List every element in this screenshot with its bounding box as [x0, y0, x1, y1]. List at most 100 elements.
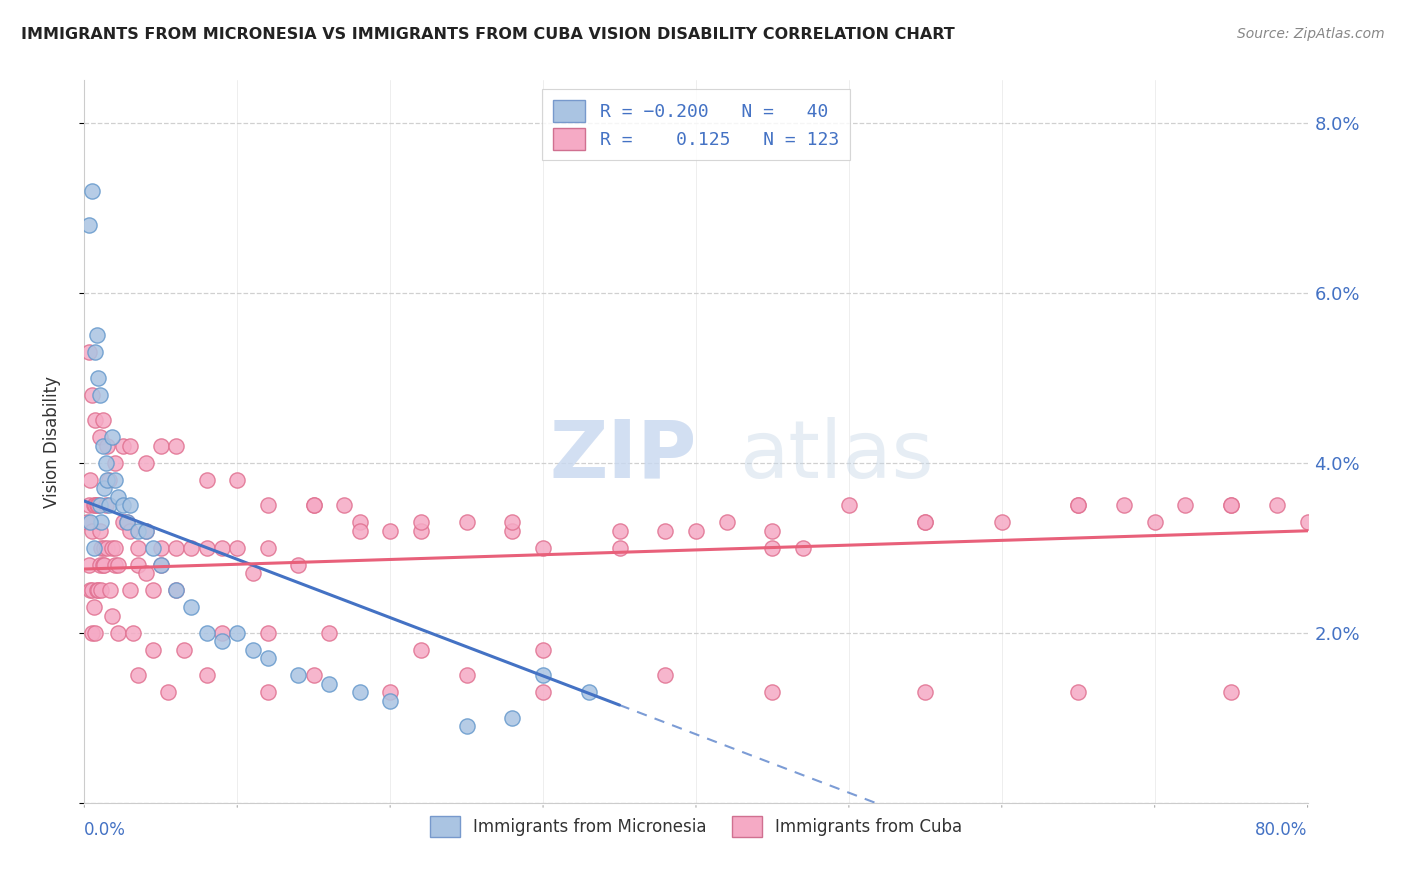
Point	[502, 516, 524, 530]
Point	[380, 694, 402, 708]
Point	[135, 524, 157, 538]
Point	[195, 625, 218, 640]
Point	[211, 541, 233, 555]
Point	[195, 473, 218, 487]
Point	[96, 473, 118, 487]
Point	[120, 524, 142, 538]
Point	[107, 625, 129, 640]
Point	[135, 456, 157, 470]
Point	[93, 481, 115, 495]
Point	[1220, 498, 1243, 512]
Point	[226, 473, 249, 487]
Point	[165, 439, 187, 453]
Point	[98, 583, 121, 598]
Point	[94, 456, 117, 470]
Point	[456, 668, 478, 682]
Point	[127, 558, 149, 572]
Point	[195, 668, 218, 682]
Point	[1067, 498, 1090, 512]
Point	[80, 625, 103, 640]
Point	[654, 524, 676, 538]
Point	[79, 516, 101, 530]
Point	[83, 600, 105, 615]
Point	[90, 516, 112, 530]
Point	[287, 668, 309, 682]
Point	[1265, 498, 1288, 512]
Point	[211, 625, 233, 640]
Point	[96, 439, 118, 453]
Point	[107, 490, 129, 504]
Point	[257, 498, 280, 512]
Point	[104, 541, 127, 555]
Point	[226, 541, 249, 555]
Point	[84, 625, 107, 640]
Point	[502, 711, 524, 725]
Point	[1174, 498, 1197, 512]
Point	[578, 685, 600, 699]
Point	[609, 524, 631, 538]
Point	[90, 541, 112, 555]
Point	[84, 345, 107, 359]
Point	[89, 498, 111, 512]
Point	[531, 541, 554, 555]
Point	[127, 668, 149, 682]
Point	[409, 524, 432, 538]
Point	[89, 388, 111, 402]
Point	[94, 498, 117, 512]
Point	[1220, 685, 1243, 699]
Point	[127, 541, 149, 555]
Point	[104, 558, 127, 572]
Point	[609, 541, 631, 555]
Point	[89, 558, 111, 572]
Point	[79, 583, 101, 598]
Point	[135, 566, 157, 581]
Point	[226, 625, 249, 640]
Point	[173, 642, 195, 657]
Point	[87, 371, 110, 385]
Point	[685, 524, 707, 538]
Text: ZIP: ZIP	[550, 417, 696, 495]
Point	[91, 558, 114, 572]
Point	[77, 345, 100, 359]
Point	[165, 583, 187, 598]
Point	[115, 516, 138, 530]
Point	[195, 541, 218, 555]
Point	[1067, 498, 1090, 512]
Point	[257, 685, 280, 699]
Point	[120, 439, 142, 453]
Point	[333, 498, 356, 512]
Point	[104, 473, 127, 487]
Point	[83, 498, 105, 512]
Point	[104, 456, 127, 470]
Point	[142, 642, 165, 657]
Point	[135, 524, 157, 538]
Point	[101, 541, 124, 555]
Point	[142, 583, 165, 598]
Point	[149, 558, 172, 572]
Point	[115, 516, 138, 530]
Point	[77, 558, 100, 572]
Text: Source: ZipAtlas.com: Source: ZipAtlas.com	[1237, 27, 1385, 41]
Point	[456, 719, 478, 733]
Point	[111, 498, 134, 512]
Point	[531, 668, 554, 682]
Point	[97, 498, 120, 512]
Legend: Immigrants from Micronesia, Immigrants from Cuba: Immigrants from Micronesia, Immigrants f…	[422, 808, 970, 845]
Point	[409, 642, 432, 657]
Point	[93, 541, 115, 555]
Point	[101, 608, 124, 623]
Point	[76, 516, 98, 530]
Point	[1220, 498, 1243, 512]
Point	[149, 558, 172, 572]
Point	[89, 524, 111, 538]
Point	[97, 473, 120, 487]
Point	[257, 651, 280, 665]
Point	[409, 516, 432, 530]
Point	[761, 524, 783, 538]
Y-axis label: Vision Disability: Vision Disability	[42, 376, 60, 508]
Point	[380, 524, 402, 538]
Point	[120, 583, 142, 598]
Point	[122, 625, 145, 640]
Point	[84, 413, 107, 427]
Point	[165, 541, 187, 555]
